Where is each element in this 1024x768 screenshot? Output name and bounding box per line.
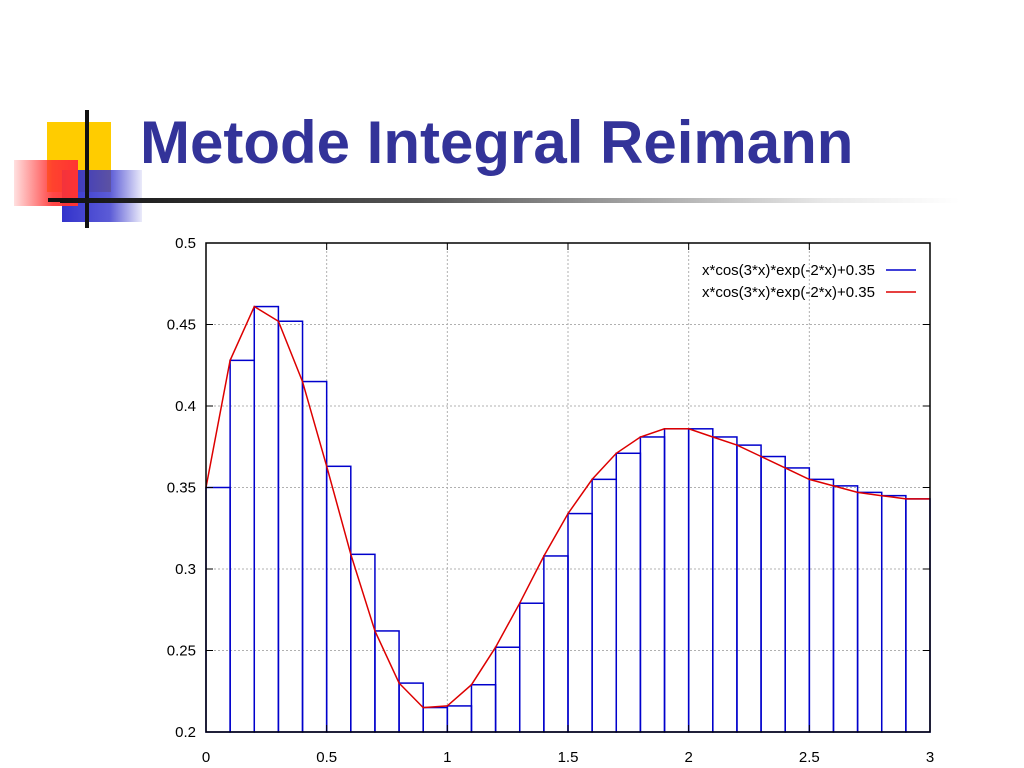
x-tick-label: 2.5 xyxy=(799,749,820,766)
riemann-bar xyxy=(712,436,738,733)
riemann-bar xyxy=(832,485,859,733)
riemann-bar xyxy=(905,498,931,733)
riemann-bar xyxy=(422,706,449,733)
riemann-bar xyxy=(615,452,642,733)
riemann-bar xyxy=(277,320,304,733)
y-tick-label: 0.5 xyxy=(175,235,196,252)
x-tick-label: 1 xyxy=(443,749,451,766)
x-tick-label: 1.5 xyxy=(558,749,579,766)
legend-label: x*cos(3*x)*exp(-2*x)+0.35 xyxy=(702,284,875,301)
riemann-bar xyxy=(229,359,256,733)
y-tick-label: 0.2 xyxy=(175,724,196,741)
y-tick-label: 0.4 xyxy=(175,398,196,415)
riemann-bar xyxy=(205,486,231,733)
x-tick-label: 3 xyxy=(926,749,934,766)
riemann-bar xyxy=(446,705,473,733)
y-tick-label: 0.25 xyxy=(167,643,196,660)
riemann-bar xyxy=(518,602,545,733)
x-tick-label: 0 xyxy=(202,749,210,766)
riemann-bar xyxy=(808,478,835,733)
y-tick-label: 0.3 xyxy=(175,561,196,578)
riemann-bar xyxy=(567,512,593,733)
riemann-bar xyxy=(494,646,521,733)
riemann-bar xyxy=(687,428,714,733)
riemann-bar xyxy=(398,682,424,733)
x-tick-label: 0.5 xyxy=(316,749,337,766)
riemann-bar xyxy=(591,478,618,733)
riemann-bar xyxy=(760,455,786,733)
riemann-bar xyxy=(880,494,907,733)
legend-label: x*cos(3*x)*exp(-2*x)+0.35 xyxy=(702,262,875,279)
riemann-bar xyxy=(856,491,883,733)
function-curve xyxy=(205,305,930,709)
title-underline xyxy=(60,198,960,203)
riemann-bar xyxy=(470,683,497,733)
riemann-bar xyxy=(325,465,352,733)
y-tick-label: 0.45 xyxy=(167,317,196,334)
presentation-logo-squares xyxy=(14,110,142,228)
x-tick-label: 2 xyxy=(684,749,692,766)
riemann-bar xyxy=(350,553,376,733)
y-tick-label: 0.35 xyxy=(167,480,196,497)
riemann-bar xyxy=(736,444,762,733)
riemann-bar xyxy=(784,467,811,733)
slide-title: Metode Integral Reimann xyxy=(140,109,854,176)
riemann-bar xyxy=(301,380,328,733)
riemann-bar xyxy=(639,436,666,733)
riemann-bar xyxy=(663,428,690,733)
riemann-bar xyxy=(374,630,400,733)
logo-vertical-line xyxy=(85,110,89,228)
riemann-bar xyxy=(543,555,569,733)
riemann-bar xyxy=(253,305,280,733)
